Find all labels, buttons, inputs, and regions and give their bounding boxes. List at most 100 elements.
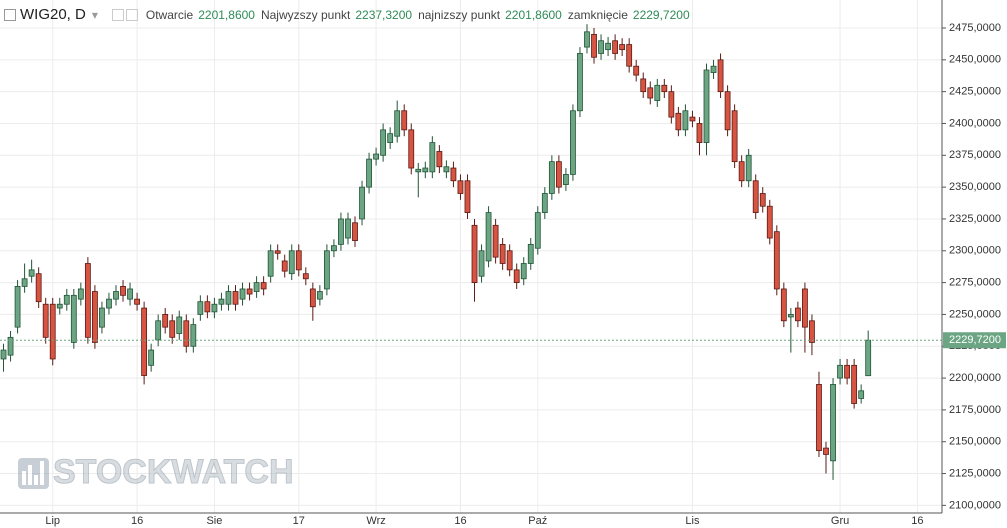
candle-body [49,303,56,360]
candle-body [70,294,77,343]
candle-body [408,129,415,169]
candle-body [780,288,787,322]
candle-body [858,390,865,399]
candle-body [316,291,323,300]
candle-body [682,110,689,131]
candle-body [92,291,98,343]
candle-body [450,167,457,182]
ohlc-value: 2201,8600 [198,7,255,22]
ohlc-value: 2201,8600 [505,7,562,22]
candle-body [106,298,112,309]
x-tick-label: 17 [293,515,305,527]
y-tick-label: 2175,0000 [949,404,1001,416]
y-tick-label: 2125,0000 [949,467,1001,479]
y-tick-label: 2250,0000 [949,308,1001,320]
symbol: WIG20, D [20,6,86,23]
watermark: STOCKWATCH [18,452,294,491]
candle-body [865,339,872,377]
candle-body [548,161,555,194]
collapse-icon[interactable] [4,8,16,21]
candle-body [752,180,759,213]
candle-body [830,384,836,462]
candle-body [56,303,63,309]
candle-body [640,78,647,93]
y-tick-label: 2100,0000 [949,499,1001,511]
candle-body [366,158,372,188]
candle-body [295,250,302,271]
candle-body [506,250,513,271]
y-tick-label: 2425,0000 [949,86,1001,98]
candle-body [42,303,49,338]
ohlc-label: Otwarcie [145,7,194,22]
candle-body [647,87,654,99]
x-tick-label: 16 [454,515,466,527]
candle-body [401,110,408,131]
candle-body [197,301,204,315]
y-tick-label: 2475,0000 [949,22,1001,34]
candle-body [84,263,91,338]
dropdown-icon[interactable]: ▾ [91,7,98,22]
candle-body [520,263,527,280]
candle-body [745,154,752,182]
ohlc-value: 2229,7200 [632,7,690,22]
candle-body [99,307,105,328]
candle-body [675,112,682,131]
candle-body [323,250,330,290]
candle-body [577,53,583,112]
x-tick-label: 16 [911,515,923,527]
candle-body [331,245,337,252]
y-tick-label: 2350,0000 [949,181,1001,193]
candle-body [120,286,126,296]
last-price-tag [943,332,1006,349]
candle-body [7,336,14,356]
candle-body [513,269,520,283]
candle-body [499,244,506,264]
candle-body [612,40,619,54]
candle-body [654,84,661,101]
candle-body [35,273,42,303]
candle-body [851,364,858,404]
candle-body [267,250,274,277]
candle-body [380,129,387,156]
y-tick-label: 2375,0000 [949,149,1001,161]
candle-body [155,320,162,341]
y-tick-label: 2150,0000 [949,436,1001,448]
candle-body [134,298,140,305]
candle-body [302,273,309,280]
candle-body [183,320,190,347]
candle-body [809,320,815,343]
watermark-icon-bar [34,475,38,485]
candle-body [21,278,28,287]
candle-body [802,288,808,328]
candle-body [190,324,197,347]
candle-body [253,282,260,292]
settings-icon[interactable] [125,8,138,21]
x-tick-label: Gru [831,515,849,527]
candle-body [162,314,169,328]
candle-body [260,282,267,290]
y-tick-label: 2400,0000 [949,117,1001,129]
candle-body [710,65,717,73]
candle-body [471,224,478,283]
watermark-icon-bar [28,465,32,485]
ohlc-value: 2237,3200 [355,7,413,22]
ohlc-label: najnizszy punkt [418,7,501,22]
candle-body [359,186,365,220]
candle-body [633,65,640,76]
candle-body [288,250,295,275]
candle-body [422,167,429,173]
watermark-text: STOCKWATCH [53,453,294,491]
candle-body [689,116,696,122]
candle-body [141,307,148,376]
ohlc-values: Otwarcie 2201,8600 Najwyzszy punkt 2237,320… [146,8,696,22]
y-tick-label: 2325,0000 [949,213,1001,225]
candle-body [731,110,738,163]
candle-body [274,250,281,254]
eye-icon[interactable] [111,8,124,21]
candle-body [457,180,464,194]
watermark-icon-bar [22,471,26,485]
candle-body [415,168,422,173]
y-tick-label: 2450,0000 [949,54,1001,66]
candle-body [148,349,155,366]
